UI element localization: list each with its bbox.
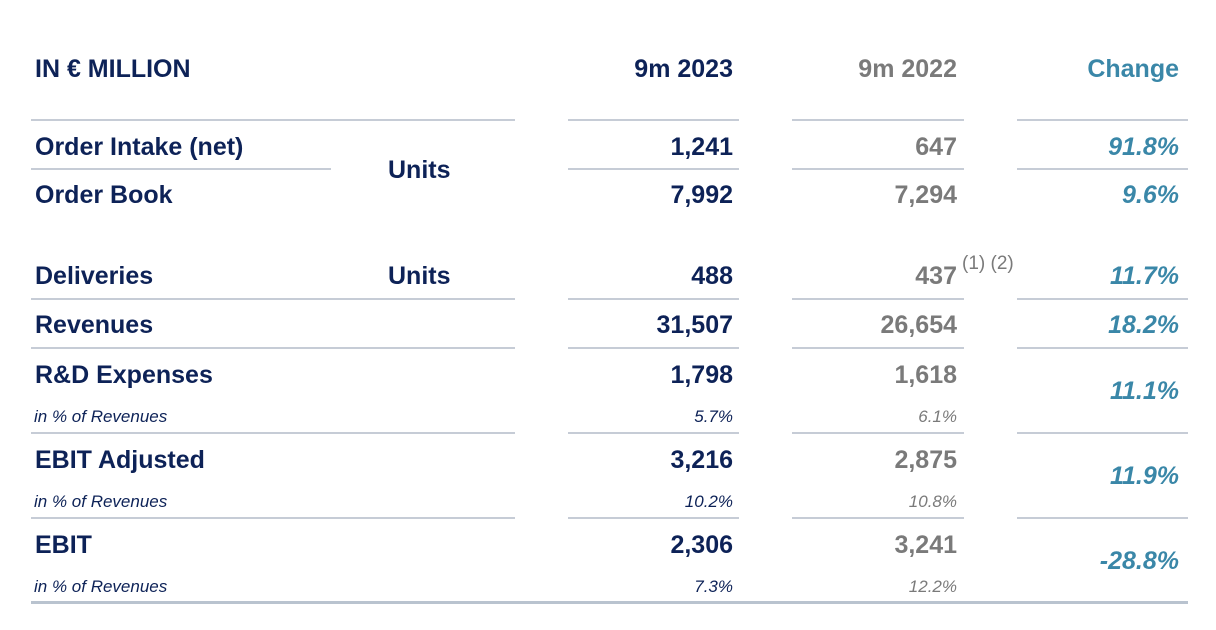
divider [568,432,739,434]
change-deliveries: 11.7% [1109,262,1179,290]
change-ebit: -28.8% [1099,547,1179,575]
value-2022-ebit-adjusted: 2,875 [894,446,957,474]
divider [31,298,515,300]
value-2022-order-intake: 647 [915,133,957,161]
divider [31,432,515,434]
value-2022-deliveries: 437 [915,262,957,290]
divider [31,168,331,170]
sub-value-2023-ebit: 7.3% [694,577,733,596]
divider [31,347,515,349]
unit-label-deliveries: Units [388,262,451,290]
value-2023-revenues: 31,507 [656,311,733,339]
value-2022-rd-expenses: 1,618 [894,361,957,389]
change-order-intake: 91.8% [1108,133,1179,161]
divider [792,347,964,349]
sub-value-2022-ebit: 12.2% [908,577,957,596]
value-2022-order-book: 7,294 [894,181,957,209]
divider [568,298,739,300]
row-label-order-book: Order Book [35,181,173,209]
header-col-2022: 9m 2022 [858,55,957,83]
change-ebit-adjusted: 11.9% [1109,462,1179,490]
divider [31,119,515,121]
value-2022-ebit: 3,241 [894,531,957,559]
sub-label-rd-expenses: in % of Revenues [34,407,168,426]
divider [792,119,964,121]
sub-value-2023-rd-expenses: 5.7% [694,407,733,426]
table-bottom-rule [31,601,1188,604]
divider [31,517,515,519]
divider [1017,298,1188,300]
value-2023-ebit-adjusted: 3,216 [670,446,733,474]
value-2022-revenues: 26,654 [880,311,957,339]
divider [568,168,739,170]
header-col-change: Change [1087,55,1179,83]
change-rd-expenses: 11.1% [1109,377,1179,405]
divider [792,168,964,170]
row-label-deliveries: Deliveries [35,262,154,290]
sub-value-2022-ebit-adjusted: 10.8% [908,492,957,511]
sub-value-2023-ebit-adjusted: 10.2% [684,492,733,511]
divider [792,517,964,519]
sub-label-ebit: in % of Revenues [34,577,168,596]
divider [1017,432,1188,434]
change-order-book: 9.6% [1122,181,1179,209]
row-label-revenues: Revenues [35,311,154,339]
divider [1017,168,1188,170]
sub-value-2022-rd-expenses: 6.1% [918,407,957,426]
value-2023-order-intake: 1,241 [670,133,733,161]
row-label-rd-expenses: R&D Expenses [35,361,213,389]
unit-label-orders: Units [388,156,451,184]
divider [792,432,964,434]
sub-label-ebit-adjusted: in % of Revenues [34,492,168,511]
divider [1017,347,1188,349]
divider [792,298,964,300]
row-label-order-intake: Order Intake (net) [35,133,244,161]
divider [568,517,739,519]
divider [568,119,739,121]
header-unit: IN € MILLION [35,55,191,83]
value-2023-ebit: 2,306 [670,531,733,559]
divider [568,347,739,349]
change-revenues: 18.2% [1108,311,1179,339]
divider [1017,517,1188,519]
value-2023-rd-expenses: 1,798 [670,361,733,389]
value-2023-order-book: 7,992 [670,181,733,209]
row-label-ebit: EBIT [35,531,92,559]
row-label-ebit-adjusted: EBIT Adjusted [35,446,205,474]
divider [1017,119,1188,121]
footnote-marker: (1) (2) [962,253,1014,274]
value-2023-deliveries: 488 [691,262,733,290]
header-col-2023: 9m 2023 [634,55,733,83]
